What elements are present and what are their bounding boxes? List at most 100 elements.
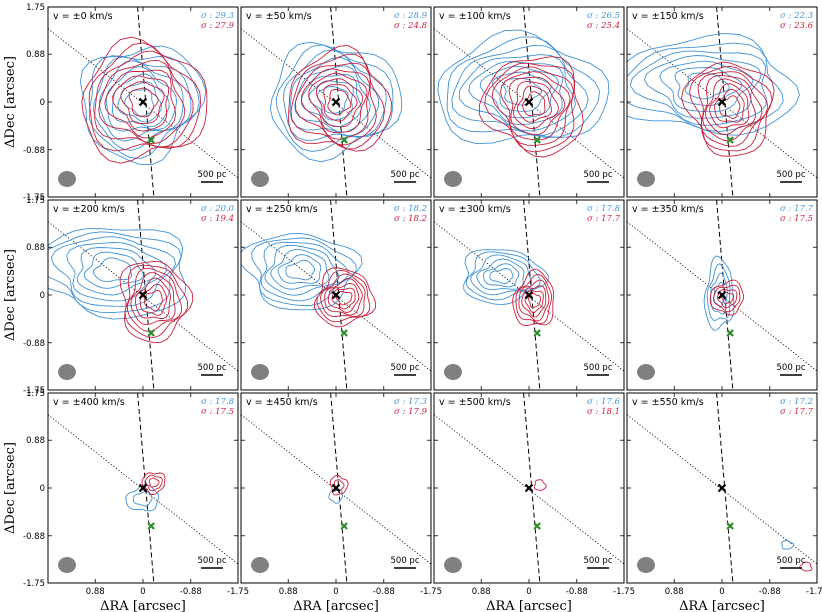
panel-11: 500 pc v = ±500 km/s σ : 17.6σ : 18.1 0.88 0… (433, 392, 635, 612)
offset-marker-icon (533, 329, 541, 337)
scale-bar-label: 500 pc (198, 363, 227, 373)
panel-4: 500 pc v = ±150 km/s σ : 22.3σ : 23.6 (626, 6, 818, 198)
sigma-blue: σ : 17.8 (587, 204, 621, 214)
sigma-blue: σ : 17.2 (780, 397, 813, 407)
red-contour (308, 72, 368, 134)
offset-marker-icon (147, 329, 155, 337)
red-contour (327, 88, 352, 116)
beam-ellipse (444, 364, 462, 380)
red-contour (324, 278, 363, 316)
red-contour (516, 85, 553, 123)
blue-contour (674, 67, 743, 106)
red-contour (491, 66, 574, 146)
x-tick-label: -1.75 (420, 587, 442, 597)
y-tick-label: 0.88 (26, 436, 45, 446)
offset-marker-icon (340, 329, 348, 337)
red-contour (719, 95, 741, 119)
offset-marker-icon (340, 136, 348, 144)
red-contour (124, 264, 189, 339)
velocity-label: v = ±500 km/s (439, 397, 511, 408)
beam-ellipse (444, 171, 462, 187)
beam-ellipse (58, 364, 76, 380)
center-marker-icon (331, 290, 341, 300)
blue-contour (470, 254, 533, 296)
sigma-blue: σ : 28.9 (394, 11, 428, 21)
panel-10: 500 pc v = ±450 km/s σ : 17.3σ : 17.9 0.88 0… (240, 392, 442, 612)
y-tick-label: -1.75 (23, 193, 45, 203)
velocity-label: v = ±100 km/s (439, 11, 511, 22)
x-tick-label: 0 (526, 587, 531, 597)
x-tick-label: -1.75 (227, 587, 249, 597)
red-contour (500, 71, 571, 141)
x-tick-label: 0.88 (472, 587, 491, 597)
red-contour (315, 78, 364, 128)
offset-marker-icon (726, 329, 734, 337)
dashed-line (716, 200, 734, 390)
y-tick-label: -0.88 (23, 146, 45, 156)
red-contour (508, 76, 566, 136)
sigma-red: σ : 17.7 (780, 407, 814, 417)
blue-contour (92, 257, 133, 283)
red-contour (120, 81, 165, 125)
panel-5: 500 pc v = ±200 km/s σ : 20.0σ : 19.4 1.75 0… (3, 196, 239, 396)
blue-contour (703, 255, 735, 331)
y-tick-label: 0 (40, 98, 45, 108)
offset-marker-icon (533, 522, 541, 530)
blue-contour (98, 60, 184, 142)
sigma-red: σ : 17.7 (587, 214, 621, 224)
red-contour (139, 283, 168, 316)
beam-ellipse (251, 171, 269, 187)
red-contour (709, 83, 750, 129)
offset-marker-icon (147, 522, 155, 530)
blue-contour (105, 66, 178, 132)
blue-contour (458, 54, 576, 132)
panel-7: 500 pc v = ±300 km/s σ : 17.8σ : 17.7 (433, 199, 625, 391)
red-contour (323, 84, 358, 122)
offset-marker-icon (533, 136, 541, 144)
blue-contour (285, 259, 316, 281)
scale-bar-label: 500 pc (391, 556, 420, 566)
y-tick-label: 1.75 (26, 3, 45, 13)
scale-bar-label: 500 pc (777, 170, 806, 180)
beam-ellipse (58, 557, 76, 573)
panel-2: 500 pc v = ±50 km/s σ : 28.9σ : 24.8 (240, 6, 432, 198)
scale-bar-label: 500 pc (391, 170, 420, 180)
sigma-red: σ : 27.9 (201, 21, 235, 31)
red-contour (689, 65, 773, 152)
center-marker-icon (524, 97, 534, 107)
red-contour (524, 289, 544, 314)
x-axis-label: ΔRA [arcsec] (293, 599, 379, 612)
red-contour (104, 69, 177, 139)
blue-contour (489, 268, 514, 284)
dashed-line (716, 393, 734, 583)
x-tick-label: -0.88 (566, 587, 588, 597)
blue-contour (684, 72, 730, 100)
scale-bar-label: 500 pc (198, 170, 227, 180)
blue-contour (66, 242, 168, 302)
center-marker-icon (138, 290, 148, 300)
center-marker-icon (717, 290, 727, 300)
panel-1: 500 pc v = ±0 km/s σ : 29.3σ : 27.9 1.75 0.8… (3, 3, 239, 203)
red-contour (134, 277, 171, 319)
panel-6: 500 pc v = ±250 km/s σ : 18.2σ : 18.2 (240, 199, 432, 391)
dashed-line (330, 7, 348, 197)
red-contour (521, 285, 547, 318)
panel-8: 500 pc v = ±350 km/s σ : 17.7σ : 17.5 (626, 199, 818, 391)
red-contour (290, 53, 385, 150)
blue-contour (269, 41, 403, 163)
red-contour (515, 273, 553, 325)
sigma-blue: σ : 17.6 (587, 397, 621, 407)
offset-marker-icon (147, 136, 155, 144)
red-contour (721, 291, 735, 304)
center-marker-icon (524, 290, 534, 300)
velocity-label: v = ±0 km/s (53, 11, 113, 22)
sigma-red: σ : 17.5 (780, 214, 813, 224)
blue-contour (83, 251, 144, 289)
red-contour (335, 291, 353, 306)
beam-ellipse (637, 557, 655, 573)
red-contour (130, 272, 176, 326)
velocity-label: v = ±200 km/s (53, 204, 125, 215)
red-contour (709, 279, 745, 316)
sigma-red: σ : 19.4 (201, 214, 234, 224)
